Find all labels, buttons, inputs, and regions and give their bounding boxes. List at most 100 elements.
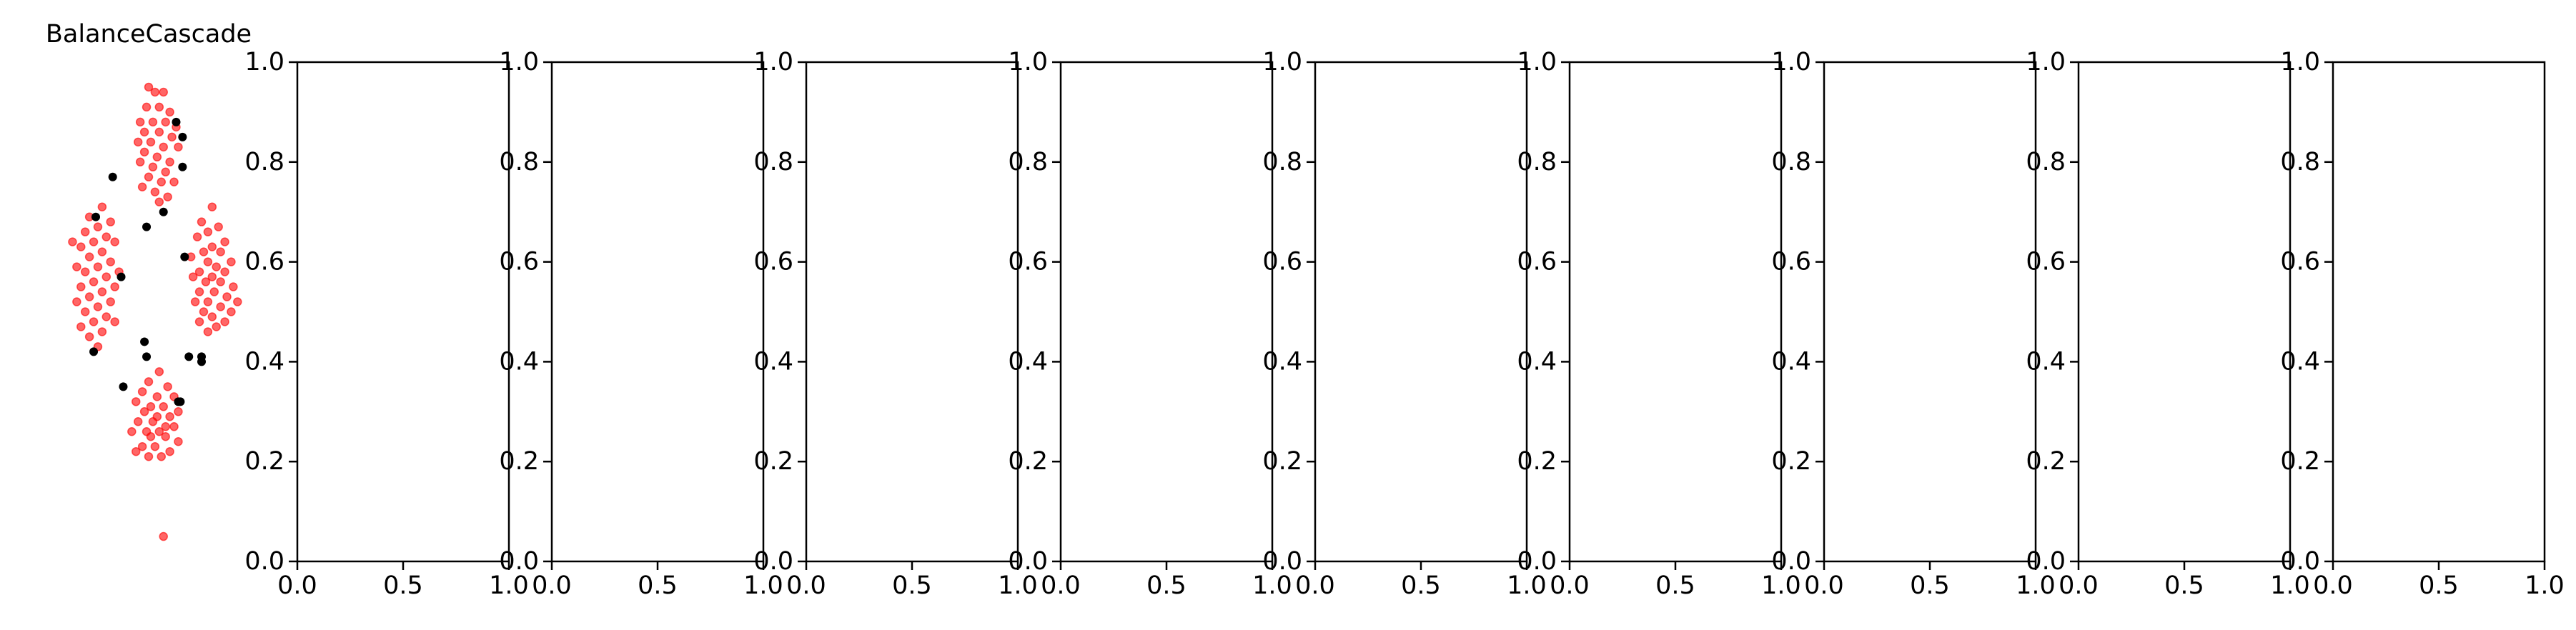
majority-point: [207, 242, 217, 251]
minority-point: [91, 212, 100, 221]
y-tick-label: 0.4: [1517, 347, 1557, 376]
x-tick-label: 0.0: [1041, 571, 1081, 600]
majority-point: [214, 222, 223, 231]
y-tick-label: 0.8: [753, 148, 793, 176]
majority-points: [68, 82, 242, 541]
y-tick-label: 0.4: [1262, 347, 1302, 376]
x-tick-label: 0.0: [786, 571, 826, 600]
y-tick-label: 0.6: [499, 248, 539, 276]
y-tick-label: 1.0: [244, 48, 284, 76]
majority-point: [154, 197, 164, 206]
x-tick-label: 1.0: [998, 571, 1038, 600]
majority-point: [72, 262, 81, 271]
majority-point: [93, 262, 103, 271]
majority-point: [157, 451, 167, 461]
y-tick-label: 0.0: [2280, 547, 2320, 576]
majority-point: [159, 142, 168, 152]
minority-point: [178, 132, 187, 141]
majority-point: [161, 167, 170, 177]
minority-point: [176, 397, 185, 406]
x-tick-label: 0.5: [1655, 571, 1695, 600]
y-tick-label: 0.6: [1771, 248, 1811, 276]
minority-point: [178, 162, 187, 171]
majority-point: [207, 312, 217, 321]
majority-point: [148, 417, 158, 426]
majority-point: [150, 187, 160, 196]
x-tick-label: 1.0: [1252, 571, 1292, 600]
x-tick-label: 0.5: [2419, 571, 2459, 600]
majority-point: [76, 282, 86, 291]
majority-point: [209, 287, 219, 296]
majority-point: [110, 237, 119, 246]
majority-point: [137, 441, 147, 451]
majority-point: [227, 307, 236, 316]
majority-point: [89, 277, 99, 286]
majority-point: [89, 237, 99, 246]
majority-point: [135, 157, 145, 167]
majority-point: [80, 227, 90, 236]
x-tick-label: 1.0: [489, 571, 529, 600]
majority-point: [142, 102, 152, 112]
majority-point: [165, 157, 174, 167]
majority-point: [93, 222, 103, 231]
majority-point: [222, 292, 232, 301]
majority-point: [101, 232, 112, 241]
y-tick-label: 0.8: [1262, 148, 1302, 176]
y-tick-label: 0.6: [244, 248, 284, 276]
x-tick-label: 0.5: [383, 571, 423, 600]
majority-point: [207, 202, 217, 211]
y-tick-label: 0.6: [1262, 248, 1302, 276]
majority-point: [106, 217, 115, 226]
majority-point: [203, 257, 213, 266]
majority-point: [201, 277, 211, 286]
majority-point: [165, 412, 174, 421]
majority-point: [203, 227, 213, 236]
y-tick-label: 1.0: [753, 48, 793, 76]
y-tick-label: 0.2: [244, 447, 284, 476]
y-tick-label: 1.0: [1517, 48, 1557, 76]
majority-point: [216, 302, 225, 311]
majority-point: [146, 402, 156, 411]
majority-point: [154, 102, 164, 112]
majority-point: [161, 422, 170, 431]
y-tick-label: 0.2: [2026, 447, 2066, 476]
majority-point: [207, 272, 217, 281]
majority-point: [97, 287, 107, 296]
majority-point: [133, 137, 143, 147]
subplot-5: 0.0 0.2 0.4 0.6 0.8 1.0 0.0 0.5 1.0: [1008, 48, 1292, 600]
y-tick-label: 0.2: [753, 447, 793, 476]
minority-point: [142, 222, 152, 231]
majority-point: [131, 397, 141, 406]
y-tick-label: 0.8: [1517, 148, 1557, 176]
majority-point: [212, 322, 221, 331]
majority-point: [146, 137, 156, 147]
minority-point: [108, 172, 117, 181]
y-tick-label: 0.8: [499, 148, 539, 176]
subplot-7: 0.0 0.2 0.4 0.6 0.8 1.0 0.0 0.5 1.0: [1517, 48, 1801, 600]
majority-point: [139, 407, 149, 416]
y-tick-label: 0.0: [1771, 547, 1811, 576]
majority-point: [203, 297, 213, 306]
x-tick-label: 0.0: [2313, 571, 2353, 600]
subplot-3: 0.0 0.2 0.4 0.6 0.8 1.0 0.0 0.5 1.0: [499, 48, 783, 600]
majority-point: [174, 142, 183, 152]
majority-point: [169, 422, 179, 431]
y-tick-label: 0.6: [1008, 248, 1048, 276]
minority-point: [159, 207, 168, 216]
majority-point: [139, 127, 149, 137]
majority-point: [76, 242, 86, 251]
minority-point: [180, 252, 189, 261]
x-tick-label: 1.0: [2525, 571, 2565, 600]
majority-point: [212, 262, 221, 271]
majority-point: [135, 117, 145, 127]
y-tick-label: 0.8: [2026, 148, 2066, 176]
y-tick-label: 0.4: [244, 347, 284, 376]
majority-point: [233, 297, 242, 306]
y-tick-label: 1.0: [499, 48, 539, 76]
x-tick-label: 0.5: [638, 571, 678, 600]
majority-point: [159, 402, 168, 411]
y-tick-label: 1.0: [2280, 48, 2320, 76]
majority-point: [89, 317, 99, 326]
